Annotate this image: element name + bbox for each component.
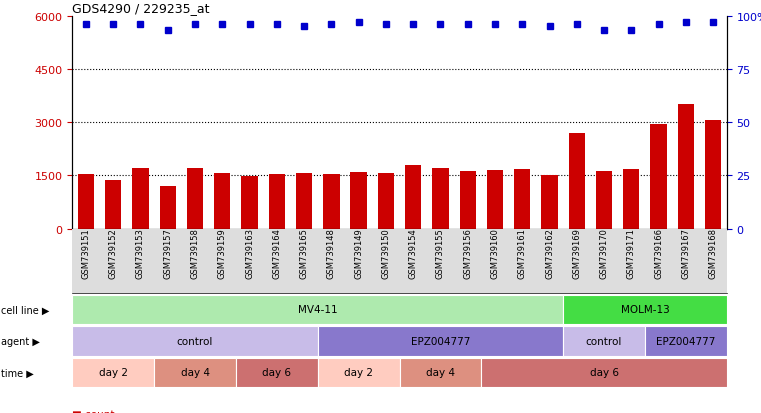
Bar	[269, 174, 285, 229]
Bar	[132, 169, 148, 229]
Bar	[72, 295, 563, 325]
Bar	[214, 173, 231, 229]
Bar	[563, 326, 645, 356]
Bar	[400, 358, 482, 387]
Text: control: control	[586, 336, 622, 346]
Bar	[432, 169, 449, 229]
Text: day 6: day 6	[590, 368, 619, 377]
Bar	[72, 326, 318, 356]
Text: EPZ004777: EPZ004777	[656, 336, 715, 346]
Text: ■ count: ■ count	[72, 409, 115, 413]
Bar	[482, 358, 727, 387]
Bar	[154, 358, 236, 387]
Text: day 4: day 4	[180, 368, 209, 377]
Bar	[160, 187, 176, 229]
Bar	[318, 326, 563, 356]
Bar	[623, 170, 639, 229]
Bar	[405, 165, 422, 229]
Bar	[78, 174, 94, 229]
Text: GDS4290 / 229235_at: GDS4290 / 229235_at	[72, 2, 210, 15]
Bar	[318, 358, 400, 387]
Text: time ▶: time ▶	[1, 368, 33, 377]
Bar	[72, 358, 154, 387]
Text: EPZ004777: EPZ004777	[411, 336, 470, 346]
Text: MOLM-13: MOLM-13	[620, 305, 670, 315]
Bar	[377, 174, 394, 229]
Bar	[296, 174, 312, 229]
Bar	[236, 358, 318, 387]
Bar	[351, 173, 367, 229]
Bar	[645, 326, 727, 356]
Text: day 2: day 2	[344, 368, 373, 377]
Bar	[514, 170, 530, 229]
Bar	[568, 133, 585, 229]
Text: day 6: day 6	[263, 368, 291, 377]
Bar	[323, 175, 339, 229]
Bar	[241, 177, 258, 229]
Text: control: control	[177, 336, 213, 346]
Bar	[596, 172, 613, 229]
Text: day 4: day 4	[426, 368, 455, 377]
Bar	[541, 176, 558, 229]
Bar	[678, 105, 694, 229]
Text: agent ▶: agent ▶	[1, 336, 40, 346]
Bar	[705, 121, 721, 229]
Bar	[651, 125, 667, 229]
Bar	[187, 169, 203, 229]
Bar	[563, 295, 727, 325]
Text: MV4-11: MV4-11	[298, 305, 338, 315]
Text: cell line ▶: cell line ▶	[1, 305, 49, 315]
Bar	[460, 172, 476, 229]
Bar	[487, 171, 503, 229]
Bar	[105, 180, 122, 229]
Text: day 2: day 2	[99, 368, 128, 377]
